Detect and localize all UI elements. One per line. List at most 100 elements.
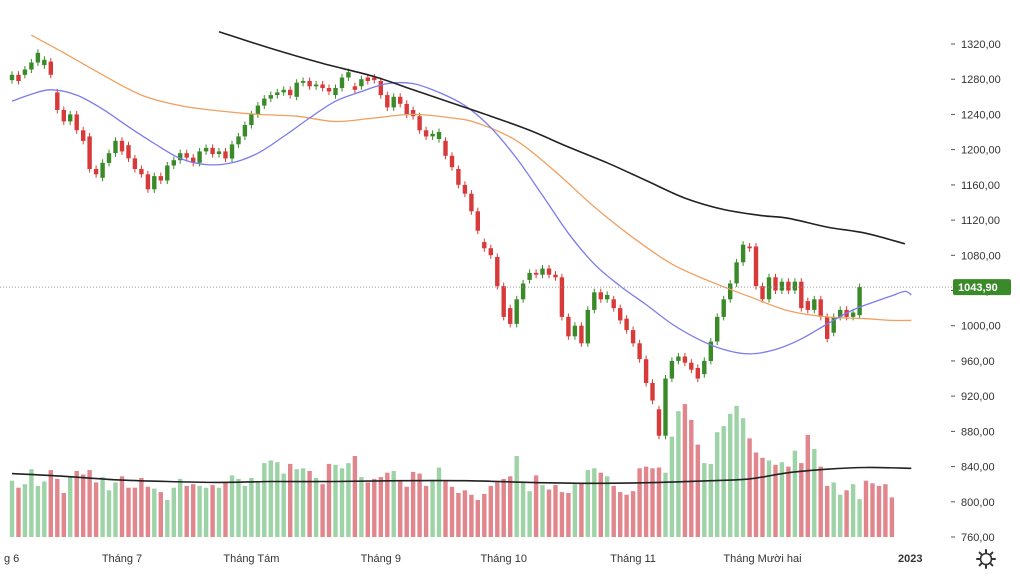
candle	[514, 295, 519, 328]
volume-bar	[35, 485, 41, 537]
candle	[74, 110, 79, 134]
candle	[346, 68, 351, 81]
volume-bar	[876, 485, 882, 537]
volume-bar	[611, 485, 616, 537]
volume-bar	[165, 500, 170, 537]
x-tick-label: Tháng Tám	[223, 553, 279, 565]
volume-bar	[391, 471, 396, 537]
candle-body	[579, 325, 584, 344]
candle	[16, 71, 21, 85]
candle	[262, 95, 267, 110]
candle-body	[850, 312, 856, 317]
volume-bar	[520, 482, 526, 537]
volume-bar	[805, 434, 810, 537]
candle-body	[598, 292, 603, 300]
y-tick-label: 1320,00	[961, 39, 1001, 51]
candle-body	[475, 211, 480, 231]
volume-bar	[262, 463, 267, 537]
candle-body	[87, 136, 92, 169]
volume-bar	[546, 489, 552, 537]
candle	[9, 71, 15, 84]
candle	[669, 357, 675, 383]
settings-gear-icon[interactable]	[976, 549, 996, 569]
candle	[423, 126, 429, 140]
candle-body	[792, 281, 798, 291]
candle	[618, 304, 623, 324]
candle-body	[838, 309, 843, 317]
candle-body	[708, 341, 713, 361]
candle-body	[242, 125, 248, 137]
candle-body	[721, 299, 726, 317]
volume-bar	[346, 463, 351, 537]
candle-body	[488, 248, 493, 256]
volume-bar	[320, 484, 325, 537]
candle-body	[132, 158, 138, 169]
candle	[294, 79, 299, 101]
volume-bar	[449, 486, 455, 537]
candle	[300, 77, 306, 87]
x-axis: g 6 Tháng 7 Tháng Tám Tháng 9 Tháng 10 Tháng …	[4, 553, 923, 565]
volume-bar	[339, 468, 345, 537]
volume-bar	[663, 472, 668, 537]
volume-bar	[753, 452, 759, 537]
volume-bar	[656, 467, 662, 537]
volume-bar	[158, 492, 163, 537]
candle	[61, 106, 66, 125]
candle	[171, 156, 176, 169]
y-tick-label: 960,00	[961, 356, 995, 368]
volume-bar	[404, 486, 409, 537]
volume-bar	[624, 494, 629, 537]
candle-body	[191, 157, 196, 163]
candle-body	[29, 62, 34, 70]
candle-body	[139, 169, 144, 175]
candle	[508, 304, 513, 328]
moving-average-mid	[31, 34, 912, 322]
candle-body	[469, 193, 474, 212]
candle-body	[68, 114, 73, 122]
volume-bar	[430, 479, 435, 537]
candle-body	[676, 356, 681, 361]
candle	[766, 273, 772, 303]
candle-body	[695, 368, 700, 379]
y-axis: 1320,00 1280,00 1240,00 1200,00 1160,00 1120,…	[951, 39, 1001, 544]
volume-bar	[708, 463, 713, 537]
volume-bar	[288, 463, 293, 537]
volume-bar	[585, 470, 590, 537]
volume-bar	[216, 487, 222, 537]
candle-body	[61, 110, 66, 122]
volume-bar	[29, 469, 34, 537]
last-price-tag: 1043,90	[953, 279, 1011, 296]
volume-bar	[682, 404, 688, 537]
candle	[475, 207, 480, 235]
volume-bar	[210, 485, 215, 537]
volume-bar	[818, 466, 823, 537]
candle	[35, 49, 41, 66]
volume-bar	[844, 490, 849, 537]
candle	[456, 165, 461, 189]
y-tick-label: 1160,00	[961, 180, 1000, 192]
candle	[320, 81, 325, 92]
volume-bar	[203, 487, 209, 537]
candle	[760, 282, 765, 303]
candle-body	[372, 77, 377, 81]
volume-bar	[87, 470, 92, 537]
candle	[113, 137, 118, 157]
volume-bar	[773, 464, 778, 537]
candle-body	[753, 246, 759, 287]
candle-body	[55, 92, 60, 110]
volume-bar	[423, 485, 429, 537]
volume-bar	[372, 478, 377, 537]
y-tick-label: 920,00	[961, 391, 995, 403]
volume-bar	[242, 485, 248, 537]
candle-body	[216, 151, 222, 154]
candle	[223, 147, 228, 162]
x-tick-label: g 6	[4, 553, 19, 565]
volume-bar	[100, 477, 105, 537]
candle-body	[307, 81, 312, 87]
candle	[721, 295, 726, 321]
candle-body	[650, 382, 655, 401]
candle	[410, 106, 416, 120]
volume-bar	[55, 478, 60, 537]
candle	[482, 238, 487, 252]
